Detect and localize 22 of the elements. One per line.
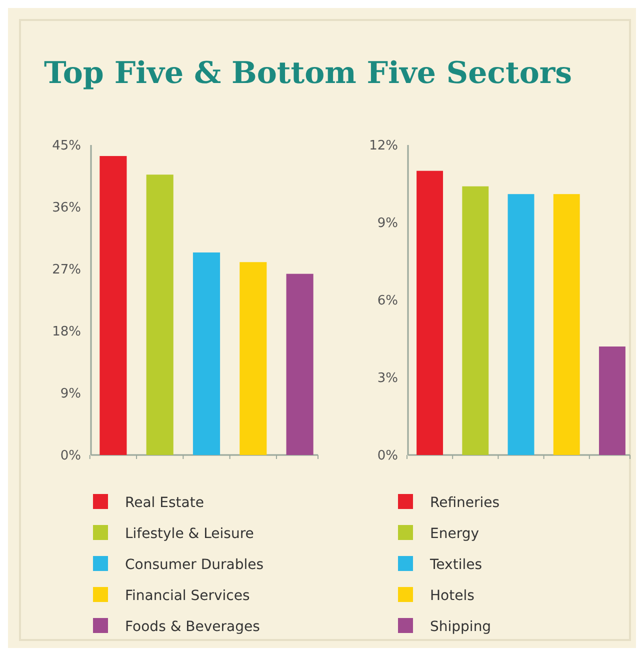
legend-label: Hotels xyxy=(430,588,474,604)
y-tick-label: 9% xyxy=(60,386,81,402)
y-tick-label: 36% xyxy=(52,200,81,216)
legend-label: Foods & Beverages xyxy=(125,618,260,635)
legend-label: Energy xyxy=(430,526,480,542)
y-tick-label: 3% xyxy=(377,371,398,386)
legend-label: Financial Services xyxy=(125,588,250,604)
y-tick-label: 45% xyxy=(52,138,81,154)
legend-label: Refineries xyxy=(430,494,500,511)
legend-label: Real Estate xyxy=(125,494,204,511)
y-tick-label: 12% xyxy=(369,138,398,154)
legend-label: Textiles xyxy=(429,556,482,573)
legend-label: Lifestyle & Leisure xyxy=(125,526,254,542)
y-tick-label: 6% xyxy=(377,294,398,309)
y-tick-label: 0% xyxy=(60,448,81,464)
y-tick-label: 0% xyxy=(377,448,398,464)
legend-label: Shipping xyxy=(430,618,492,635)
y-tick-label: 9% xyxy=(377,216,398,232)
y-tick-label: 18% xyxy=(52,324,81,340)
legend-label: Consumer Durables xyxy=(125,556,264,573)
y-tick-label: 27% xyxy=(52,262,81,278)
chart-title: Top Five & Bottom Five Sectors xyxy=(44,56,572,91)
